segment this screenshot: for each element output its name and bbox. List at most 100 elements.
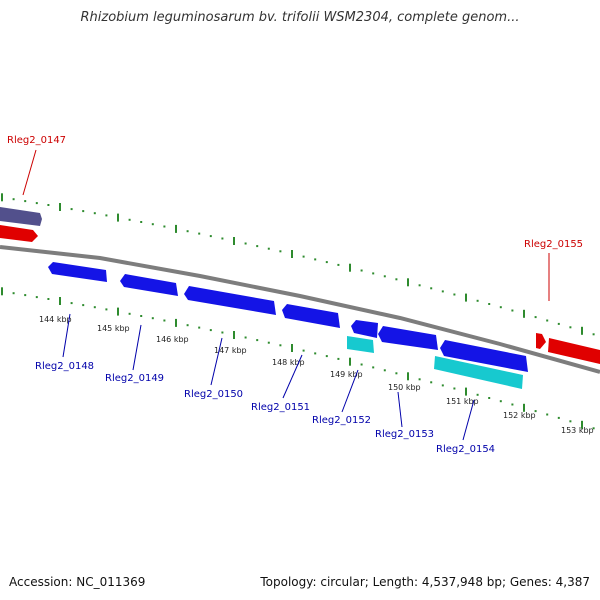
tick-mark [117, 213, 119, 222]
gene-rleg2-0153-arrow[interactable] [378, 326, 438, 350]
tick-mark [244, 242, 247, 245]
tick-mark [569, 326, 572, 329]
tick-mark [430, 287, 433, 290]
gene-rleg2-0150-arrow[interactable] [184, 286, 276, 315]
tick-mark [302, 349, 305, 352]
gene-label-rleg2-0155[interactable]: Rleg2_0155 [524, 239, 583, 250]
tick-mark [581, 420, 583, 429]
tick-mark [105, 308, 108, 311]
tick-mark [488, 397, 491, 399]
tick-mark [546, 319, 549, 322]
tick-mark [163, 225, 166, 228]
tick-label: 151 kbp [446, 397, 479, 406]
tick-mark [221, 237, 224, 240]
tick-mark [175, 318, 177, 327]
tick-mark [465, 387, 467, 396]
tick-mark [314, 258, 317, 261]
tick-mark [476, 299, 479, 302]
tick-mark [569, 420, 572, 423]
tick-mark [233, 237, 235, 245]
gene-label-rleg2-0149[interactable]: Rleg2_0149 [105, 373, 164, 384]
tick-mark [82, 210, 85, 213]
tick-mark [534, 410, 537, 413]
gene-rleg2-0148-arrow[interactable] [48, 262, 107, 282]
gene-rleg2-0155-arrow[interactable] [548, 338, 600, 364]
tick-mark [209, 329, 212, 332]
gene-rleg2-0154-arrow[interactable] [440, 340, 528, 372]
tick-mark [534, 316, 537, 319]
tick-mark [325, 355, 328, 358]
gene-label-rleg2-0153[interactable]: Rleg2_0153 [375, 429, 434, 440]
tick-mark [163, 319, 166, 322]
tick-mark [59, 203, 61, 211]
gene-rleg2-0155-arrow-small[interactable] [536, 333, 546, 349]
gene-label-rleg2-0154[interactable]: Rleg2_0154 [436, 444, 495, 455]
accession-text: Accession: NC_011369 [9, 575, 146, 589]
tick-mark [233, 331, 235, 339]
tick-mark [279, 250, 282, 253]
gene-rleg2-0152-arrow [351, 320, 378, 338]
tick-mark [47, 298, 50, 300]
tick-mark [511, 309, 514, 312]
gene-rleg2-0154-rna[interactable] [434, 356, 523, 389]
tick-mark [70, 208, 73, 211]
tick-mark [291, 344, 293, 352]
tick-mark [395, 278, 398, 281]
tick-mark [82, 304, 85, 307]
tick-mark [198, 326, 201, 329]
tick-mark [430, 381, 433, 384]
topology-summary: Topology: circular; Length: 4,537,948 bp… [260, 575, 590, 589]
tick-mark [523, 403, 525, 412]
gene-label-rleg2-0151[interactable]: Rleg2_0151 [251, 402, 310, 413]
tick-mark [349, 357, 351, 366]
gene-pseudo-arrow[interactable] [0, 207, 42, 226]
tick-mark [441, 290, 444, 293]
tick-mark [93, 306, 96, 309]
gene-rleg2-0147-arrow[interactable] [0, 225, 38, 242]
tick-mark [12, 292, 15, 295]
tick-mark [59, 297, 61, 305]
gene-label-rleg2-0152[interactable]: Rleg2_0152 [312, 415, 371, 426]
gene-rleg2-0151-arrow[interactable] [282, 304, 340, 328]
tick-mark [221, 331, 224, 334]
gene-rleg2-0149-arrow[interactable] [120, 274, 178, 296]
tick-mark [267, 341, 270, 344]
leader-lines [22, 149, 550, 441]
tick-mark [256, 339, 259, 342]
map-title: Rhizobium leguminosarum bv. trifolii WSM… [80, 10, 520, 25]
tick-mark [337, 263, 340, 266]
tick-track-inner [1, 287, 595, 430]
tick-mark [383, 275, 386, 278]
gene-label-rleg2-0150[interactable]: Rleg2_0150 [184, 389, 243, 400]
tick-mark [128, 218, 131, 221]
tick-mark [209, 235, 212, 238]
tick-mark [35, 202, 38, 205]
tick-mark [581, 326, 583, 335]
tick-mark [383, 369, 386, 372]
tick-label: 152 kbp [503, 411, 536, 420]
tick-mark [453, 387, 456, 390]
tick-mark [117, 307, 119, 316]
tick-mark [372, 272, 375, 275]
tick-mark [151, 223, 154, 226]
gene-label-rleg2-0147[interactable]: Rleg2_0147 [7, 135, 66, 146]
gene-label-rleg2-0148[interactable]: Rleg2_0148 [35, 361, 94, 372]
tick-mark [557, 416, 560, 419]
tick-mark [267, 247, 270, 250]
gene-rleg2-0152-rna[interactable] [347, 336, 374, 353]
tick-mark [395, 372, 398, 375]
tick-mark [465, 293, 467, 302]
backbone-line [0, 245, 600, 374]
tick-mark [418, 284, 421, 287]
tick-labels: 144 kbp 145 kbp 146 kbp 147 kbp 148 kbp 149 k… [39, 315, 594, 435]
tick-mark [523, 309, 525, 318]
tick-track-outer [1, 193, 595, 336]
tick-mark [372, 366, 375, 369]
tick-mark [198, 232, 201, 235]
tick-mark [186, 230, 189, 233]
tick-mark [302, 255, 305, 258]
tick-mark [407, 278, 409, 287]
tick-mark [291, 250, 293, 258]
tick-mark [511, 403, 514, 406]
